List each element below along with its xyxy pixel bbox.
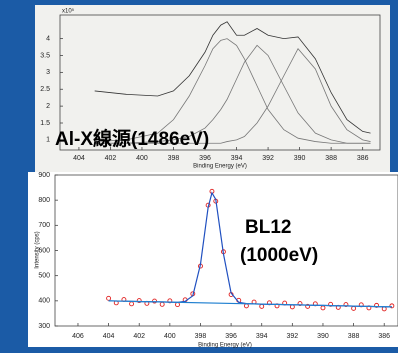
data-point	[328, 301, 334, 307]
y-tick-label: 600	[38, 247, 50, 254]
bottom-spectrum: 300 400 500 600 700 800 900 406 404 402 400 398 396 3…	[28, 172, 398, 349]
x-tick-label: 396	[199, 155, 211, 162]
y-tick-label: 3	[46, 69, 50, 76]
series-line	[94, 48, 371, 144]
x-tick-label: 388	[325, 155, 337, 162]
y-multiplier: x10⁵	[62, 8, 75, 15]
x-tick-label: 394	[231, 155, 243, 162]
x-tick-label: 386	[357, 155, 369, 162]
series-line	[94, 38, 371, 144]
plot-frame	[59, 14, 381, 151]
data-point	[152, 298, 157, 304]
y-tick-label: 500	[38, 273, 50, 280]
x-axis-label: Binding Energy (eV)	[193, 164, 247, 170]
data-point	[106, 295, 112, 301]
x-tick-label: 386	[378, 333, 390, 340]
y-tick-label: 3.5	[40, 52, 50, 59]
data-point	[305, 303, 311, 309]
data-point	[297, 301, 303, 307]
x-tick-label: 396	[225, 333, 237, 340]
x-tick-label: 400	[164, 333, 176, 340]
x-tick-label: 394	[256, 333, 268, 340]
x-tick-label: 390	[317, 333, 329, 340]
x-tick-label: 392	[287, 333, 299, 340]
data-point	[389, 303, 395, 309]
data-point	[374, 302, 380, 308]
data-point	[343, 302, 349, 308]
y-tick-label: 400	[38, 298, 50, 305]
y-tick-label: 2.5	[40, 86, 50, 93]
annotation: BL12	[245, 217, 291, 238]
annotation: (1000eV)	[240, 245, 318, 266]
series-line	[94, 44, 371, 144]
y-tick-label: 800	[38, 197, 50, 204]
x-tick-label: 402	[133, 333, 145, 340]
x-tick-label: 388	[348, 333, 360, 340]
y-tick-label: 1	[46, 137, 50, 144]
y-tick-label: 300	[38, 323, 50, 330]
annotation: Al-X線源(1486eV)	[55, 127, 209, 150]
data-point	[167, 298, 173, 304]
x-tick-label: 390	[294, 155, 306, 162]
x-tick-label: 398	[168, 155, 180, 162]
panel	[35, 5, 390, 185]
top-spectrum: 1 1.5 2 2.5 3 3.5 4 404 402 400 398 396 394 392 390 388…	[35, 5, 390, 185]
y-tick-label: 1.5	[40, 120, 50, 127]
x-tick-label: 400	[136, 155, 148, 162]
series-line	[108, 300, 392, 308]
data-point	[136, 298, 142, 304]
x-tick-label: 402	[105, 155, 117, 162]
x-tick-label: 406	[72, 333, 84, 340]
series-line	[94, 21, 371, 134]
y-tick-label: 2	[46, 103, 50, 110]
x-tick-label: 404	[103, 333, 115, 340]
x-tick-label: 404	[73, 155, 85, 162]
y-tick-label: 700	[38, 222, 50, 229]
x-axis-label: Binding Energy (eV)	[198, 343, 252, 349]
panel	[28, 172, 398, 347]
y-axis-label: Intensity (cps)	[35, 231, 41, 268]
x-tick-label: 392	[262, 155, 274, 162]
y-tick-label: 4	[46, 35, 50, 42]
y-tick-label: 900	[38, 172, 50, 179]
x-tick-label: 398	[195, 333, 207, 340]
